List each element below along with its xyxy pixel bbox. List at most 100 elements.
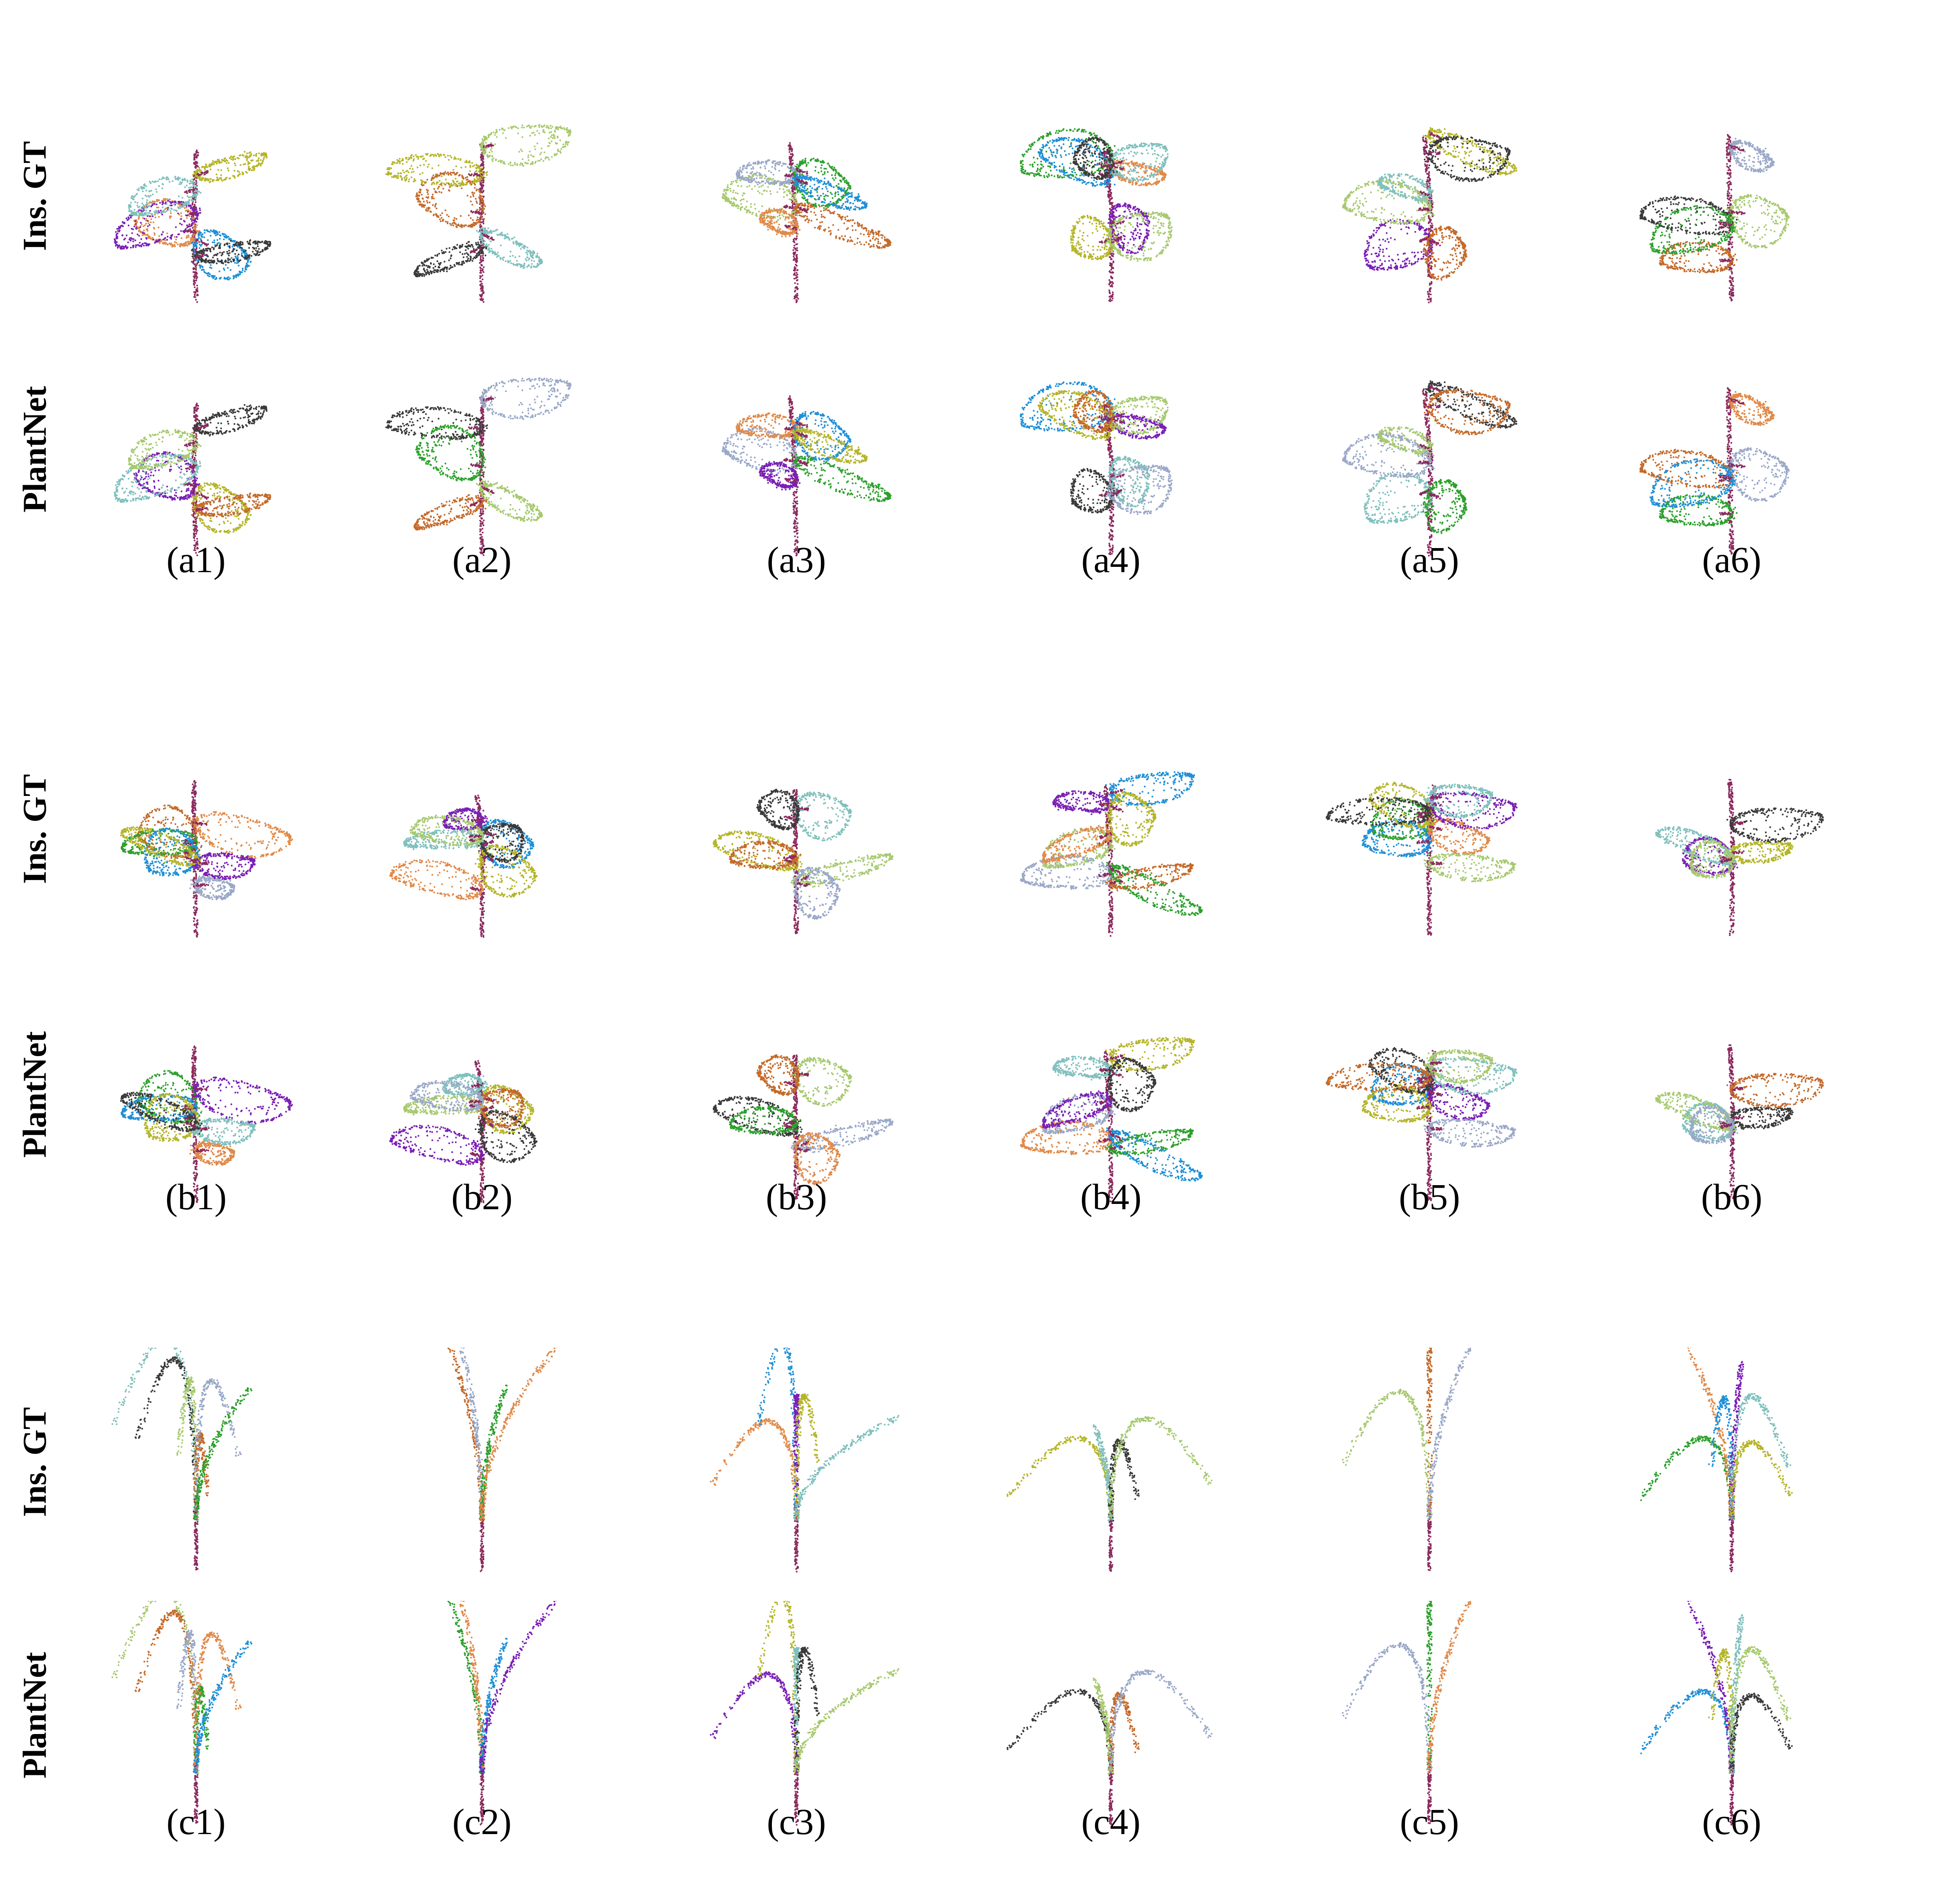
point-cloud-a3-pred: [674, 335, 919, 564]
point-cloud-c3-pred: [674, 1601, 919, 1830]
petiole-points: [196, 1148, 209, 1152]
blade-points: [757, 1601, 799, 1771]
blade-points: [710, 1418, 800, 1520]
petiole-points: [1112, 1072, 1124, 1078]
point-cloud-c5-gt: [1307, 1348, 1552, 1576]
leaf-points: [476, 480, 538, 518]
blade-points: [1426, 1601, 1480, 1773]
panel-caption: (b6): [1701, 1176, 1762, 1218]
blade-points: [757, 1348, 799, 1518]
panel-caption: (c5): [1400, 1801, 1459, 1843]
blade-points: [1108, 1416, 1213, 1520]
panel-caption: (a6): [1702, 539, 1762, 581]
point-cloud-a1-gt: [74, 82, 319, 310]
panel-caption: (c3): [767, 1801, 826, 1843]
point-cloud-b2-gt: [359, 715, 604, 943]
leaf-points: [194, 1077, 293, 1125]
point-cloud-a4-gt: [988, 82, 1233, 310]
petiole-points: [1112, 806, 1124, 813]
point-cloud-b5-gt: [1307, 715, 1552, 943]
leaf-points: [794, 791, 852, 841]
point-cloud-b4-pred: [988, 980, 1233, 1209]
point-cloud-a2-gt: [359, 82, 604, 310]
point-cloud-b6-gt: [1609, 715, 1854, 943]
panel-caption: (c1): [167, 1801, 226, 1843]
leaf-points: [1364, 472, 1433, 524]
petiole-points: [470, 463, 482, 468]
blade-points: [794, 1668, 899, 1774]
panel-caption: (c2): [453, 1801, 512, 1843]
leaf-points: [1730, 447, 1790, 502]
point-cloud-c4-pred: [988, 1601, 1233, 1830]
blade-points: [438, 1601, 485, 1774]
point-cloud-a5-pred: [1307, 335, 1552, 564]
leaf-points: [794, 1057, 852, 1107]
petiole-points: [1418, 461, 1429, 465]
panel-caption: (b3): [766, 1176, 827, 1218]
leaf-points: [1109, 863, 1194, 890]
blade-points: [479, 1384, 508, 1520]
panel-caption: (b5): [1399, 1176, 1460, 1218]
point-cloud-c2-gt: [359, 1348, 604, 1576]
leaf-points: [479, 230, 543, 269]
leaf-points: [1639, 196, 1734, 236]
blade-points: [710, 1671, 800, 1774]
row-label-gt: Ins. GT: [16, 1407, 54, 1517]
point-cloud-c2-pred: [359, 1601, 604, 1830]
panel-caption: (a3): [767, 539, 826, 581]
row-label-pred: PlantNet: [16, 1652, 54, 1779]
leaf-points: [121, 201, 201, 247]
leaf-points: [194, 811, 293, 859]
point-cloud-c1-gt: [74, 1348, 319, 1576]
leaf-points: [481, 125, 561, 161]
blade-points: [1728, 1693, 1793, 1770]
leaf-points: [476, 227, 538, 265]
leaf-points: [1427, 818, 1490, 856]
row-label-pred: PlantNet: [16, 1031, 54, 1158]
point-cloud-a1-pred: [74, 335, 319, 564]
point-cloud-a6-gt: [1609, 82, 1854, 310]
leaf-points: [479, 483, 543, 522]
point-cloud-c1-pred: [74, 1601, 319, 1830]
point-cloud-b1-gt: [74, 715, 319, 943]
blade-points: [1640, 1435, 1735, 1520]
blade-points: [1007, 1689, 1114, 1772]
blade-points: [111, 1348, 199, 1521]
leaf-points: [1730, 194, 1790, 249]
blade-points: [794, 1415, 899, 1521]
point-cloud-b6-pred: [1609, 980, 1854, 1209]
point-cloud-b4-gt: [988, 715, 1233, 943]
leaf-points: [399, 865, 487, 900]
point-cloud-a2-pred: [359, 335, 604, 564]
leaf-points: [1639, 449, 1734, 489]
panel-caption: (b1): [165, 1176, 227, 1218]
panel-caption: (a1): [167, 539, 226, 581]
point-cloud-a6-pred: [1609, 335, 1854, 564]
leaf-points: [399, 1130, 487, 1166]
panel-caption: (c6): [1702, 1801, 1762, 1843]
petiole-points: [195, 822, 207, 826]
blade-points: [1680, 1601, 1735, 1772]
leaf-points: [481, 378, 561, 414]
panel-caption: (c4): [1081, 1801, 1141, 1843]
blade-points: [1108, 1669, 1213, 1773]
petiole-points: [483, 397, 494, 401]
point-cloud-c5-pred: [1307, 1601, 1552, 1830]
leaf-points: [794, 867, 841, 920]
panel-caption: (a5): [1400, 539, 1459, 581]
point-cloud-a4-pred: [988, 335, 1233, 564]
point-cloud-a3-gt: [674, 82, 919, 310]
leaf-points: [1730, 807, 1824, 843]
point-cloud-c3-gt: [674, 1348, 919, 1576]
blade-points: [1680, 1348, 1735, 1518]
point-cloud-a5-gt: [1307, 82, 1552, 310]
petiole-points: [483, 143, 494, 148]
blade-points: [1640, 1688, 1735, 1774]
row-label-gt: Ins. GT: [16, 141, 54, 251]
point-cloud-b2-pred: [359, 980, 604, 1209]
petiole-points: [1418, 207, 1429, 212]
blade-points: [438, 1348, 485, 1521]
point-cloud-b3-gt: [674, 715, 919, 943]
petiole-points: [470, 210, 482, 215]
